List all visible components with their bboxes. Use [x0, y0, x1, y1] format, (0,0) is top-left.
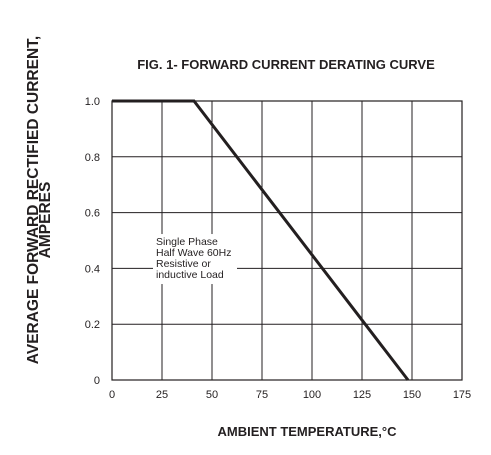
y-tick-label: 0: [94, 375, 100, 387]
annotation-line: Half Wave 60Hz: [156, 247, 231, 259]
derating-curve-line: [112, 99, 410, 381]
series-group: [112, 99, 410, 381]
x-tick-label: 175: [453, 389, 471, 401]
y-tick-labels: 0 0.2 0.4 0.6 0.8 1.0: [85, 96, 100, 387]
x-tick-label: 100: [303, 389, 321, 401]
x-tick-label: 75: [256, 389, 268, 401]
y-tick-label: 0.2: [85, 319, 100, 331]
annotation-background: [153, 234, 237, 285]
x-tick-label: 150: [403, 389, 421, 401]
y-tick-label: 0.8: [85, 152, 100, 164]
x-tick-label: 25: [156, 389, 168, 401]
y-axis-label-line-2: AMPERES: [37, 182, 54, 259]
y-tick-label: 0.6: [85, 208, 100, 220]
plot-frame: [111, 100, 463, 381]
y-tick-label: 1.0: [85, 96, 100, 108]
x-axis-label: AMBIENT TEMPERATURE,°C: [217, 424, 397, 439]
x-tick-labels: 0 25 50 75 100 125 150 175: [109, 389, 471, 401]
x-tick-label: 0: [109, 389, 115, 401]
x-tick-label: 50: [206, 389, 218, 401]
annotation-line: Single Phase: [156, 236, 218, 248]
chart-title: FIG. 1- FORWARD CURRENT DERATING CURVE: [137, 57, 435, 72]
y-axis-label-line-1: AVERAGE FORWARD RECTIFIED CURRENT,: [25, 36, 42, 364]
annotation-line: Resistive or: [156, 258, 211, 270]
y-tick-label: 0.4: [85, 263, 100, 275]
annotation-line: inductive Load: [156, 269, 224, 281]
x-tick-label: 125: [353, 389, 371, 401]
